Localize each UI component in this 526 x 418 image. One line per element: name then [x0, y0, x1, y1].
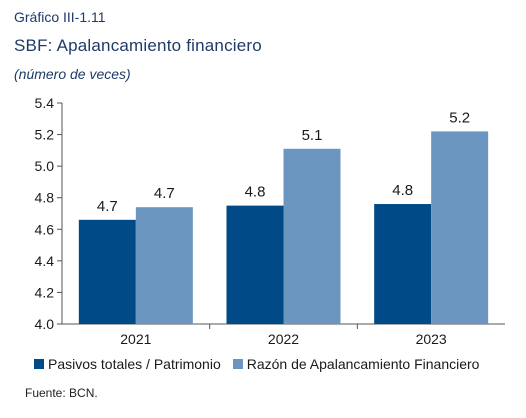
- y-tick-label: 4.0: [35, 316, 55, 332]
- bar-chart: 4.0 4.2 4.4 4.6 4.8 5.0 5.2 5.4 4.7 4.7 2021 4.8 5.1…: [35, 95, 505, 347]
- data-label: 5.2: [449, 109, 470, 126]
- y-tick-label: 5.4: [35, 95, 55, 111]
- bar: [78, 219, 136, 324]
- y-tick-label: 4.8: [35, 190, 55, 206]
- legend-swatch-series-1: [34, 359, 44, 369]
- legend-label-series-2: Razón de Apalancamiento Financiero: [246, 356, 480, 372]
- bar: [135, 207, 193, 324]
- data-label: 4.8: [245, 184, 266, 201]
- x-tick-label: 2023: [416, 331, 447, 347]
- chart-legend: Pasivos totales / Patrimonio Razón de Ap…: [34, 356, 491, 372]
- data-label: 4.7: [97, 198, 118, 215]
- chart-subtitle: (número de veces): [14, 66, 131, 82]
- y-tick-label: 4.6: [35, 221, 55, 237]
- y-tick-label: 4.4: [35, 253, 55, 269]
- x-tick-label: 2021: [120, 331, 151, 347]
- bar: [431, 131, 489, 324]
- chart-label: Gráfico III-1.11: [14, 9, 106, 25]
- legend-item-series-2: Razón de Apalancamiento Financiero: [232, 356, 480, 372]
- source-note: Fuente: BCN.: [25, 386, 98, 400]
- data-label: 4.7: [154, 185, 175, 202]
- data-label: 5.1: [302, 127, 323, 144]
- data-label: 4.8: [392, 182, 413, 199]
- bar: [226, 205, 284, 324]
- x-tick-label: 2022: [268, 331, 299, 347]
- y-tick-label: 5.0: [35, 158, 55, 174]
- legend-item-series-1: Pasivos totales / Patrimonio: [34, 356, 221, 372]
- chart-title: SBF: Apalancamiento financiero: [14, 36, 262, 55]
- legend-label-series-1: Pasivos totales / Patrimonio: [48, 356, 221, 372]
- bar: [374, 204, 432, 324]
- bar: [283, 148, 341, 324]
- y-tick-label: 4.2: [35, 284, 55, 300]
- legend-swatch-series-2: [232, 359, 243, 369]
- y-tick-label: 5.2: [35, 127, 55, 143]
